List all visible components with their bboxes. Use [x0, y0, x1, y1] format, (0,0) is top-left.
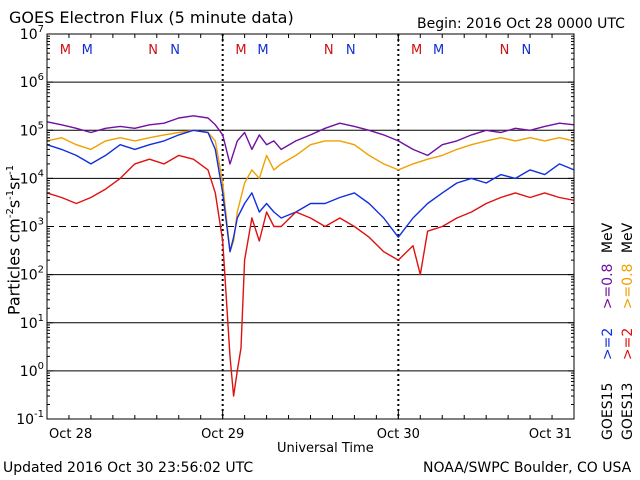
y-tick-label: 101	[20, 313, 44, 332]
mn-marker: N	[170, 43, 180, 58]
series-line-2	[46, 129, 575, 253]
y-tick-label: 10-1	[16, 409, 44, 428]
mn-marker: N	[500, 43, 510, 58]
mn-marker: M	[82, 43, 93, 58]
mn-marker: N	[522, 43, 532, 58]
x-axis-label: Universal Time	[277, 441, 374, 456]
y-tick-exponent: 7	[38, 24, 44, 35]
x-tick-label: Oct 30	[377, 427, 420, 442]
y-tick-exponent: 4	[38, 168, 44, 179]
y-tick-exponent: 1	[38, 313, 44, 324]
chart-title: GOES Electron Flux (5 minute data)	[9, 8, 294, 27]
mn-marker: M	[60, 43, 71, 58]
mn-marker: N	[346, 43, 356, 58]
series-line-3	[46, 154, 575, 397]
mn-marker: M	[257, 43, 268, 58]
x-tick-label: Oct 29	[201, 427, 244, 442]
x-tick-label: Oct 31	[529, 427, 572, 442]
y-tick-label: 100	[20, 361, 44, 380]
mn-marker: N	[324, 43, 334, 58]
mn-marker: M	[433, 43, 444, 58]
legend-goes15-label: GOES15	[600, 382, 616, 440]
begin-time: Begin: 2016 Oct 28 0000 UTC	[417, 16, 625, 32]
legend-goes13: GOES13 >=2 >=0.8 MeV	[620, 223, 636, 440]
legend-goes15-ge08: >=0.8	[600, 263, 616, 310]
y-axis-label: Particles cm-2s-1sr-1	[4, 164, 24, 316]
series-line-0	[46, 115, 575, 165]
legend-goes15-mev: MeV	[600, 222, 616, 254]
x-tick-label: Oct 28	[49, 427, 92, 442]
data-source: NOAA/SWPC Boulder, CO USA	[423, 460, 632, 476]
mn-marker: M	[411, 43, 422, 58]
series-line-1	[46, 129, 575, 253]
y-tick-exponent: 3	[38, 217, 44, 228]
y-tick-label: 105	[20, 120, 44, 139]
mn-marker: N	[148, 43, 158, 58]
legend-goes13-ge2: >=2	[620, 327, 636, 361]
mn-marker: M	[235, 43, 246, 58]
y-tick-exponent: 2	[38, 265, 44, 276]
updated-timestamp: Updated 2016 Oct 30 23:56:02 UTC	[3, 460, 254, 476]
y-tick-exponent: 6	[38, 72, 44, 83]
legend-goes13-label: GOES13	[620, 382, 636, 440]
y-tick-exponent: 0	[38, 361, 44, 372]
legend-goes13-mev: MeV	[620, 222, 636, 254]
y-tick-exponent: 5	[38, 120, 44, 131]
y-tick-label: 106	[20, 72, 44, 91]
legend-goes15-ge2: >=2	[600, 327, 616, 361]
legend-goes13-ge08: >=0.8	[620, 263, 636, 310]
legend-goes15: GOES15 >=2 >=0.8 MeV	[600, 223, 616, 440]
y-tick-exponent: -1	[34, 409, 44, 420]
